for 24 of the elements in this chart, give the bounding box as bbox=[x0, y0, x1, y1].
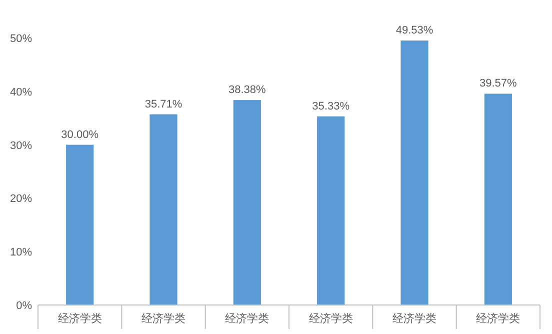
x-tick-label: 经济学类 bbox=[142, 312, 186, 325]
x-tick-label: 经济学类 bbox=[308, 312, 353, 325]
data-label: 38.38% bbox=[228, 84, 266, 96]
x-tick-label: 经济学类 bbox=[476, 312, 520, 325]
x-tick-label: 经济学类 bbox=[392, 312, 436, 325]
bar bbox=[233, 100, 261, 305]
bar bbox=[66, 144, 94, 305]
bar bbox=[484, 94, 512, 305]
bar bbox=[317, 116, 345, 305]
x-tick-label: 经济学类 bbox=[58, 312, 102, 325]
y-tick-label: 50% bbox=[10, 33, 32, 45]
data-label: 49.53% bbox=[396, 24, 434, 37]
bar bbox=[400, 40, 428, 305]
data-label: 39.57% bbox=[480, 78, 518, 90]
data-label: 35.33% bbox=[312, 100, 350, 112]
x-tick-label: 经济学类 bbox=[225, 312, 270, 325]
data-label: 35.71% bbox=[144, 98, 182, 110]
y-tick-label: 30% bbox=[10, 140, 32, 152]
data-label: 30.00% bbox=[61, 128, 99, 141]
y-tick-label: 40% bbox=[10, 86, 32, 98]
y-tick-label: 20% bbox=[10, 193, 32, 206]
y-tick-label: 0% bbox=[16, 300, 32, 312]
y-tick-label: 10% bbox=[10, 246, 32, 259]
bar bbox=[150, 114, 178, 305]
